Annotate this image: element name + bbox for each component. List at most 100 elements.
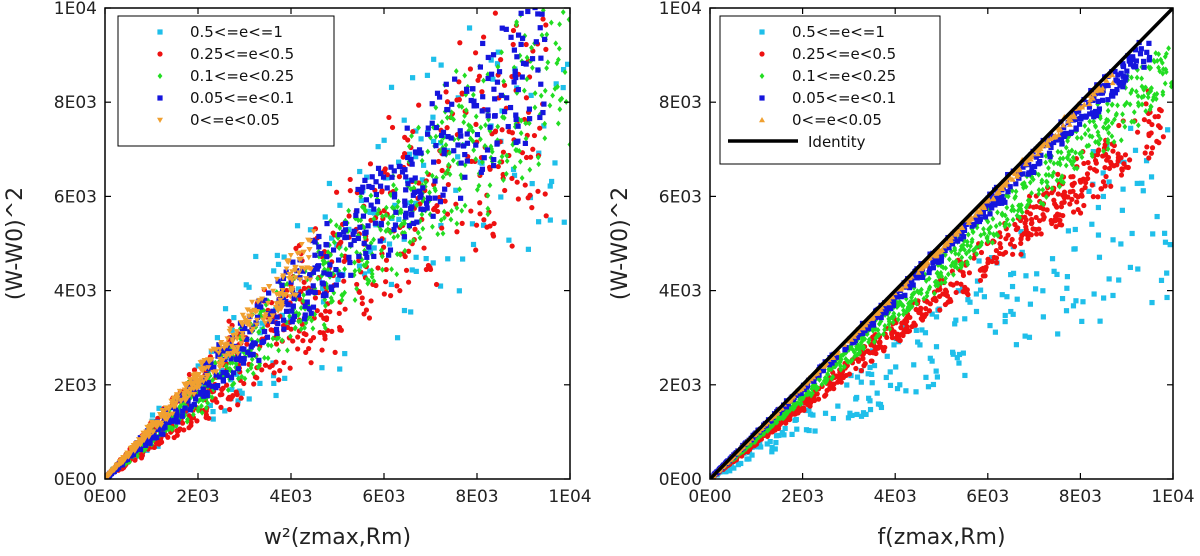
- data-point: [898, 294, 904, 300]
- data-point: [413, 254, 419, 260]
- data-point: [1076, 121, 1083, 127]
- data-point: [470, 86, 476, 92]
- data-point: [329, 235, 335, 241]
- data-point: [215, 350, 222, 356]
- data-point: [1157, 106, 1163, 113]
- data-point: [1105, 100, 1110, 107]
- data-point: [406, 143, 412, 150]
- data-point: [468, 208, 474, 214]
- data-point: [298, 326, 304, 333]
- data-point: [172, 418, 178, 424]
- data-point: [405, 178, 411, 184]
- data-point: [875, 327, 881, 334]
- data-point: [137, 446, 143, 452]
- data-point: [239, 373, 245, 380]
- data-point: [1160, 91, 1166, 98]
- data-point: [1104, 116, 1109, 123]
- data-point: [1136, 102, 1141, 109]
- data-point: [394, 251, 400, 258]
- data-point: [231, 380, 237, 387]
- data-point: [437, 283, 444, 289]
- data-point: [1009, 283, 1016, 290]
- data-point: [969, 223, 975, 229]
- data-point: [180, 408, 186, 414]
- data-point: [371, 206, 377, 212]
- data-point: [310, 304, 317, 310]
- data-point: [1066, 121, 1073, 127]
- data-point: [219, 348, 226, 354]
- data-point: [203, 359, 209, 366]
- data-point: [438, 62, 444, 68]
- legend-box: [117, 15, 335, 147]
- data-point: [473, 247, 479, 253]
- data-point: [391, 168, 397, 174]
- data-point: [454, 220, 460, 227]
- data-point: [367, 268, 373, 274]
- data-point: [497, 159, 502, 166]
- data-point: [1008, 308, 1014, 315]
- data-point: [281, 326, 287, 332]
- data-point: [1110, 237, 1116, 243]
- data-point: [1048, 217, 1054, 224]
- data-point: [926, 286, 932, 293]
- data-point: [214, 335, 221, 341]
- data-point: [492, 96, 498, 102]
- data-point: [1007, 241, 1014, 247]
- data-point: [1103, 173, 1109, 180]
- data-point: [462, 112, 467, 119]
- data-point: [862, 360, 868, 367]
- data-point: [312, 252, 318, 258]
- data-point: [889, 335, 895, 341]
- data-point: [1148, 130, 1154, 136]
- data-point: [123, 454, 130, 460]
- data-point: [1070, 303, 1077, 309]
- data-point: [1095, 194, 1101, 200]
- data-point: [1078, 192, 1085, 198]
- data-point: [826, 362, 833, 368]
- data-point: [471, 98, 477, 104]
- data-point: [1149, 121, 1155, 128]
- data-point: [301, 292, 307, 299]
- data-point: [412, 149, 419, 155]
- data-point: [274, 314, 280, 320]
- data-point: [356, 263, 363, 269]
- data-point: [479, 159, 485, 166]
- data-point: [394, 271, 400, 278]
- data-point: [1151, 57, 1157, 64]
- data-point: [388, 293, 394, 299]
- data-point: [211, 364, 217, 371]
- data-point: [998, 244, 1004, 251]
- data-point: [955, 288, 961, 294]
- data-point: [244, 321, 251, 327]
- data-point: [464, 140, 471, 146]
- data-point: [302, 312, 308, 318]
- data-point: [219, 358, 226, 364]
- data-point: [560, 66, 567, 73]
- data-point: [1162, 239, 1169, 245]
- data-point: [1109, 101, 1115, 108]
- data-point: [1014, 296, 1020, 302]
- data-point: [1023, 217, 1029, 223]
- data-point: [746, 456, 752, 462]
- data-point: [200, 383, 206, 389]
- data-point: [459, 207, 465, 214]
- data-point: [298, 241, 305, 248]
- data-point: [482, 143, 488, 150]
- data-point: [253, 322, 260, 328]
- data-point: [501, 114, 507, 121]
- data-point: [400, 229, 405, 236]
- data-point: [1004, 204, 1010, 211]
- data-point: [512, 164, 518, 171]
- data-point: [275, 278, 281, 284]
- data-point: [230, 370, 237, 376]
- data-point: [1086, 142, 1092, 149]
- data-point: [152, 423, 159, 429]
- data-point: [1038, 152, 1044, 158]
- data-point: [485, 211, 491, 218]
- data-point: [1105, 107, 1111, 114]
- data-point: [769, 444, 775, 451]
- data-point: [977, 216, 983, 222]
- data-point: [412, 226, 418, 232]
- data-point: [388, 164, 394, 170]
- data-point: [1053, 137, 1059, 143]
